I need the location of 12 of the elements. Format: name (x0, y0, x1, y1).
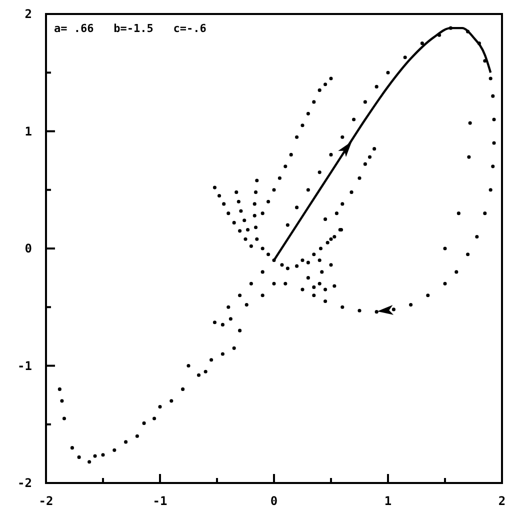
y-tick-label: 0 (24, 242, 32, 256)
x-tick-label: -2 (38, 494, 54, 508)
y-tick-label: -2 (18, 476, 32, 490)
x-tick-label: 0 (270, 494, 278, 508)
annotation: a= .66 b=-1.5 c=-.6 (54, 22, 207, 35)
x-tick-label: 2 (498, 494, 506, 508)
y-tick-label: 1 (24, 124, 32, 138)
y-tick-label: 2 (24, 7, 32, 21)
y-tick-label: -1 (18, 358, 32, 373)
x-tick-label: -1 (152, 494, 168, 508)
line-series (272, 26, 492, 262)
x-tick-label: 1 (384, 494, 392, 508)
